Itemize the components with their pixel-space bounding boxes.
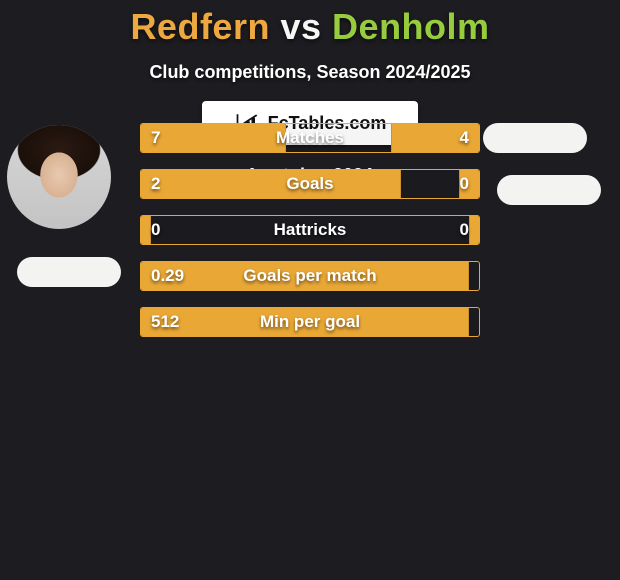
player-right-name-pill-1 xyxy=(483,123,587,153)
stat-row: 2Goals0 xyxy=(140,169,480,199)
title-separator: vs xyxy=(280,6,321,47)
stat-label: Goals xyxy=(141,170,479,198)
player-left-avatar xyxy=(7,125,111,229)
stat-row: 0Hattricks0 xyxy=(140,215,480,245)
stat-label: Matches xyxy=(141,124,479,152)
player-left-name-pill xyxy=(17,257,121,287)
stat-label: Goals per match xyxy=(141,262,479,290)
stat-value-right: 0 xyxy=(460,170,469,198)
player-right-name-pill-2 xyxy=(497,175,601,205)
subtitle: Club competitions, Season 2024/2025 xyxy=(0,62,620,83)
comparison-title: Redfern vs Denholm xyxy=(0,0,620,48)
stat-row: 7Matches4 xyxy=(140,123,480,153)
stat-value-right: 0 xyxy=(460,216,469,244)
stat-row: 0.29Goals per match xyxy=(140,261,480,291)
title-player-right: Denholm xyxy=(332,6,490,47)
stats-container: 7Matches42Goals00Hattricks00.29Goals per… xyxy=(140,123,480,353)
stat-row: 512Min per goal xyxy=(140,307,480,337)
stat-value-right: 4 xyxy=(460,124,469,152)
stat-label: Hattricks xyxy=(141,216,479,244)
stat-label: Min per goal xyxy=(141,308,479,336)
title-player-left: Redfern xyxy=(130,6,270,47)
